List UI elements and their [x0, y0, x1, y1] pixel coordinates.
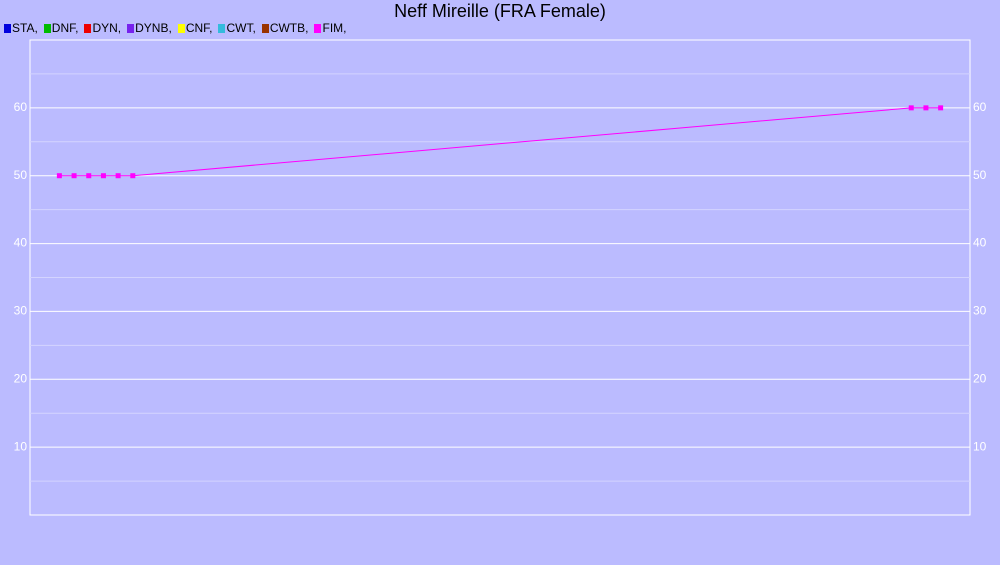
- legend-swatch: [314, 23, 322, 33]
- legend-label: CWT,: [226, 21, 256, 35]
- legend-item: DYN,: [84, 21, 121, 35]
- legend-label: DYN,: [92, 21, 122, 35]
- legend-swatch: [261, 23, 269, 33]
- legend-item: CNF,: [177, 21, 213, 35]
- data-point: [923, 105, 929, 111]
- y-tick-label: 20: [14, 371, 28, 385]
- y2-tick-label: 10: [973, 439, 987, 453]
- legend: STA, DNF, DYN, DYNB, CNF, CWT, CWTB, FIM,: [4, 21, 352, 35]
- legend-label: CWTB,: [269, 21, 309, 35]
- legend-label: CNF,: [185, 21, 213, 35]
- legend-item: CWT,: [218, 21, 256, 35]
- legend-swatch: [43, 23, 51, 33]
- legend-swatch: [177, 23, 185, 33]
- data-point: [56, 173, 62, 179]
- legend-label: DNF,: [51, 21, 79, 35]
- legend-item: CWTB,: [261, 21, 309, 35]
- y-tick-label: 30: [14, 304, 28, 318]
- y-tick-label: 50: [14, 168, 28, 182]
- y2-tick-label: 40: [973, 236, 987, 250]
- y2-tick-label: 50: [973, 168, 987, 182]
- legend-label: STA,: [12, 21, 38, 35]
- y2-tick-label: 30: [973, 304, 987, 318]
- y2-tick-label: 20: [973, 371, 987, 385]
- data-point: [938, 105, 944, 111]
- legend-swatch: [4, 23, 11, 33]
- legend-label: FIM,: [322, 21, 347, 35]
- data-point: [71, 173, 77, 179]
- legend-swatch: [218, 23, 226, 33]
- y-tick-label: 10: [14, 439, 28, 453]
- y-tick-label: 60: [14, 100, 28, 114]
- legend-swatch: [84, 23, 92, 33]
- data-point: [130, 173, 136, 179]
- legend-swatch: [127, 23, 135, 33]
- data-point: [100, 173, 106, 179]
- data-point: [908, 105, 914, 111]
- y-tick-label: 40: [14, 236, 28, 250]
- data-point: [86, 173, 92, 179]
- legend-item: DYNB,: [127, 21, 172, 35]
- legend-item: STA,: [4, 21, 38, 35]
- legend-label: DYNB,: [135, 21, 172, 35]
- legend-item: FIM,: [314, 21, 346, 35]
- legend-item: DNF,: [43, 21, 79, 35]
- y2-tick-label: 60: [973, 100, 987, 114]
- data-point: [115, 173, 121, 179]
- chart-title: Neff Mireille (FRA Female): [394, 1, 606, 21]
